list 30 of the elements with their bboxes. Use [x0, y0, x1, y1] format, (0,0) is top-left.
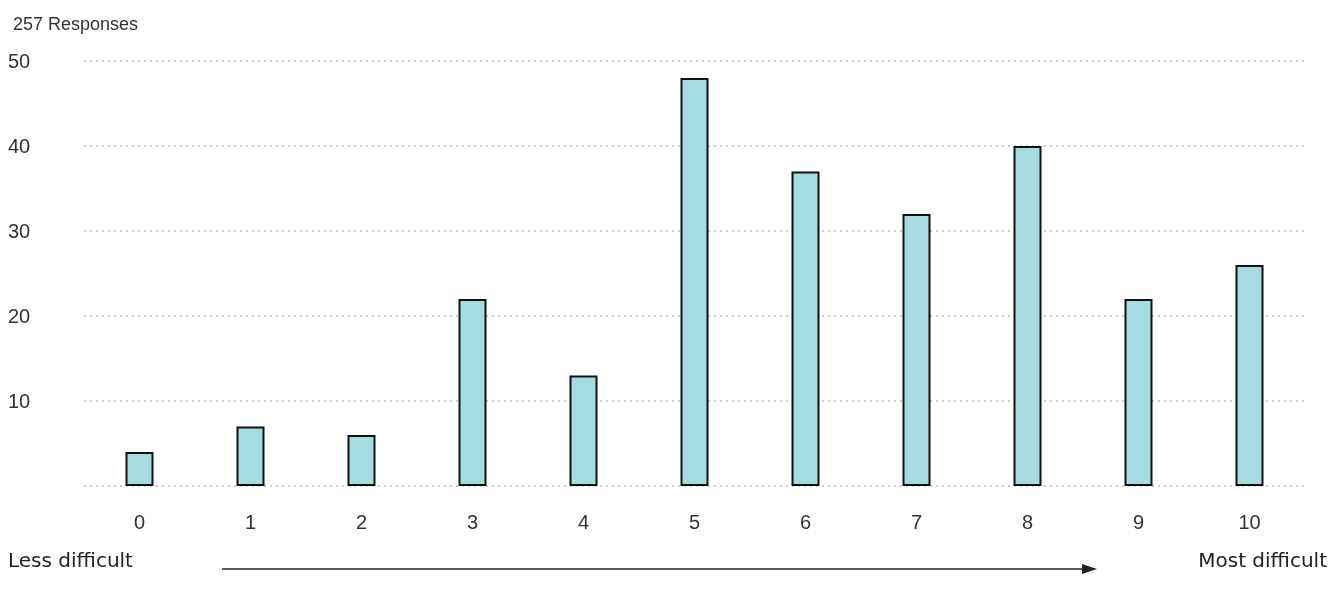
bar	[791, 171, 820, 486]
x-tick-label: 1	[244, 511, 257, 533]
bar	[569, 375, 598, 486]
x-tick-label: 7	[910, 511, 923, 533]
bar	[236, 426, 265, 486]
text: Less difficult	[8, 548, 133, 572]
x-tick-label: 9	[1132, 511, 1145, 533]
y-tick-label: 10	[8, 390, 31, 412]
text: Most difficult	[1198, 548, 1327, 572]
x-tick-label: 4	[577, 511, 590, 533]
x-tick-label: 10	[1238, 511, 1261, 533]
y-tick-label: 20	[8, 305, 31, 327]
x-tick-label: 5	[688, 511, 701, 533]
y-tick-label: 40	[8, 135, 31, 157]
x-tick-label: 3	[466, 511, 479, 533]
chart-title: 257 Responses	[13, 14, 139, 34]
bar	[458, 299, 487, 486]
x-tick-label: 8	[1021, 511, 1034, 533]
bar	[1124, 299, 1153, 486]
bar	[1235, 265, 1264, 486]
x-tick-label: 6	[799, 511, 812, 533]
bar	[902, 214, 931, 486]
y-tick-label: 50	[8, 50, 31, 72]
x-tick-label: 2	[355, 511, 368, 533]
y-tick-label: 30	[8, 220, 31, 242]
bar	[680, 78, 709, 486]
x-tick-label: 0	[133, 511, 146, 533]
bar	[347, 435, 376, 486]
bar	[1013, 146, 1042, 486]
bar	[125, 452, 154, 486]
